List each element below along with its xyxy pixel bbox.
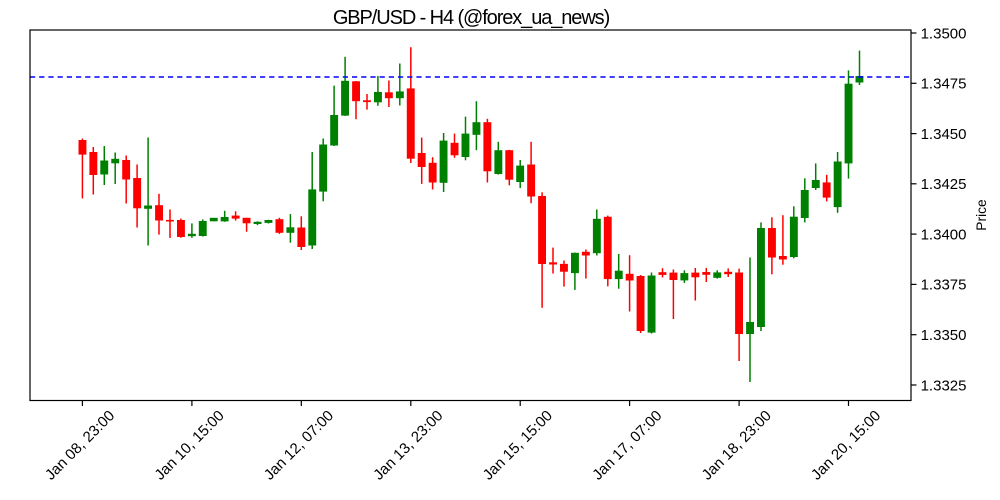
svg-text:1.3400: 1.3400	[921, 226, 967, 243]
svg-text:1.3475: 1.3475	[921, 76, 967, 93]
svg-text:Jan 18, 23:00: Jan 18, 23:00	[699, 407, 775, 483]
svg-text:Jan 12, 07:00: Jan 12, 07:00	[261, 407, 337, 483]
svg-text:Jan 20, 15:00: Jan 20, 15:00	[808, 407, 884, 483]
svg-text:Jan 15, 15:00: Jan 15, 15:00	[480, 407, 556, 483]
svg-text:GBP/USD - H4 (@forex_ua_news): GBP/USD - H4 (@forex_ua_news)	[333, 7, 610, 29]
svg-text:1.3500: 1.3500	[921, 25, 967, 42]
svg-text:1.3375: 1.3375	[921, 277, 967, 294]
svg-text:1.3450: 1.3450	[921, 126, 967, 143]
svg-text:1.3350: 1.3350	[921, 327, 967, 344]
svg-text:Jan 13, 23:00: Jan 13, 23:00	[370, 407, 446, 483]
svg-text:Jan 17, 07:00: Jan 17, 07:00	[589, 407, 665, 483]
svg-text:Price: Price	[974, 199, 989, 231]
svg-text:1.3325: 1.3325	[921, 377, 967, 394]
svg-text:Jan 08, 23:00: Jan 08, 23:00	[42, 407, 118, 483]
svg-text:1.3425: 1.3425	[921, 176, 967, 193]
svg-text:Jan 10, 15:00: Jan 10, 15:00	[151, 407, 227, 483]
